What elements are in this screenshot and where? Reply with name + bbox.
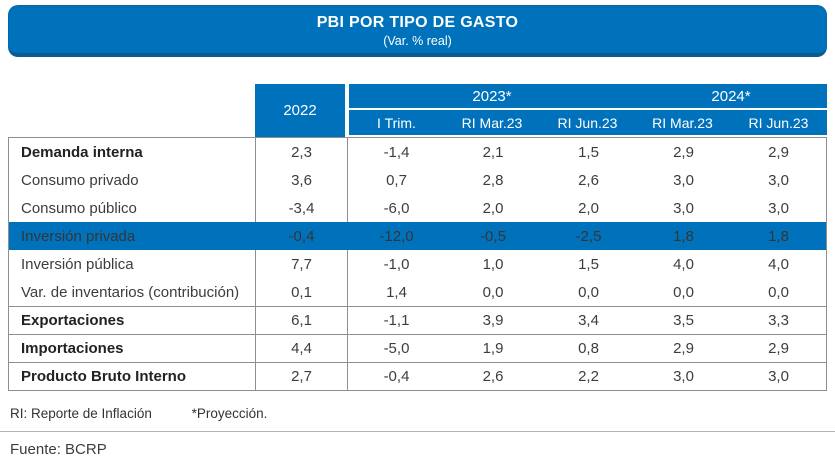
- cell: 3,0: [673, 368, 694, 385]
- cell: 3,0: [673, 199, 694, 217]
- cell: 2,9: [673, 143, 694, 161]
- cell: 2,8: [482, 171, 504, 189]
- col-header-itrim: I Trim.: [377, 114, 416, 131]
- table-body: Demanda interna 2,3 -1,4 2,1 1,5 2,9 2,9…: [8, 137, 827, 391]
- cell: 1,9: [482, 340, 504, 357]
- cell: 6,1: [256, 307, 348, 334]
- cell: -12,0: [379, 227, 414, 245]
- cell: 0,8: [578, 340, 599, 357]
- row-label: Demanda interna: [9, 138, 256, 166]
- cell: 3,0: [768, 368, 789, 385]
- row-label: Inversión pública: [9, 250, 256, 278]
- table-row-consumo-publico: Consumo público -3,4 -6,0 2,0 2,0 3,0 3,…: [9, 194, 826, 222]
- cell: -5,0: [383, 340, 410, 357]
- row-label: Inversión privada: [21, 227, 136, 245]
- page-title: PBI POR TIPO DE GASTO: [316, 14, 519, 31]
- row-label: Var. de inventarios (contribución): [9, 278, 256, 306]
- cell: 1,5: [578, 143, 599, 161]
- cell: 3,0: [673, 171, 694, 189]
- cell: 2,9: [768, 340, 789, 357]
- col-header-2023-rijun23: RI Jun.23: [557, 114, 618, 131]
- cell: 4,4: [256, 335, 348, 362]
- footnote-ri: RI: Reporte de Inflación: [10, 406, 152, 421]
- cell: -1,1: [383, 312, 410, 329]
- cell: -6,0: [383, 199, 410, 217]
- cell: 3,0: [768, 171, 789, 189]
- table-row-inversion-publica: Inversión pública 7,7 -1,0 1,0 1,5 4,0 4…: [9, 250, 826, 278]
- cell: 2,0: [578, 199, 599, 217]
- col-header-2022: 2022: [255, 84, 345, 137]
- cell: 0,0: [768, 283, 789, 301]
- col-header-2023-rimar23: RI Mar.23: [461, 114, 523, 131]
- year-row: 2023* 2024*: [349, 84, 827, 110]
- cell: -3,4: [256, 194, 348, 222]
- cell: -0,5: [480, 227, 506, 245]
- col-header-2024-rijun23: RI Jun.23: [748, 114, 809, 131]
- cell: 3,0: [768, 199, 789, 217]
- cell: 0,1: [256, 278, 348, 306]
- source-text: Fuente: BCRP: [10, 441, 107, 458]
- cell: 2,1: [482, 143, 504, 161]
- col-group-2023: 2023*: [472, 87, 512, 105]
- cell: -1,0: [383, 255, 410, 273]
- title-banner: PBI POR TIPO DE GASTO (Var. % real): [8, 5, 827, 57]
- cell: 1,8: [673, 227, 694, 245]
- table-header: 2022 2023* 2024* I Trim. RI Mar.23 RI Ju…: [255, 84, 827, 137]
- cell: 2,9: [673, 340, 694, 357]
- cell: 1,5: [578, 255, 599, 273]
- row-label: Consumo público: [9, 194, 256, 222]
- table-row-consumo-privado: Consumo privado 3,6 0,7 2,8 2,6 3,0 3,0: [9, 166, 826, 194]
- cell: 3,3: [768, 312, 789, 329]
- cell: 2,3: [256, 138, 348, 166]
- col-group-2024: 2024*: [711, 87, 751, 105]
- cell: 7,7: [256, 250, 348, 278]
- row-label: Consumo privado: [9, 166, 256, 194]
- cell: 2,2: [578, 368, 599, 385]
- table-row-producto-bruto-interno: Producto Bruto Interno 2,7 -0,4 2,6 2,2 …: [9, 362, 826, 390]
- table-row-importaciones: Importaciones 4,4 -5,0 1,9 0,8 2,9 2,9: [9, 334, 826, 362]
- table-row-inversion-privada-highlighted: Inversión privada -0,4 -12,0 -0,5 -2,5 1…: [9, 222, 826, 250]
- row-label: Importaciones: [9, 335, 256, 362]
- cell: 0,0: [578, 283, 599, 301]
- cell: -0,4: [383, 368, 410, 385]
- table-row-exportaciones: Exportaciones 6,1 -1,1 3,9 3,4 3,5 3,3: [9, 306, 826, 334]
- row-label: Producto Bruto Interno: [9, 363, 256, 390]
- cell: 2,6: [482, 368, 504, 385]
- cell: 0,0: [673, 283, 694, 301]
- row-label: Exportaciones: [9, 307, 256, 334]
- cell: 3,5: [673, 312, 694, 329]
- cell: 0,7: [386, 171, 407, 189]
- cell: 1,4: [386, 283, 407, 301]
- cell: 0,0: [482, 283, 504, 301]
- cell: 2,9: [768, 143, 789, 161]
- col-header-groups: 2023* 2024* I Trim. RI Mar.23 RI Jun.23 …: [349, 84, 827, 137]
- cell: -1,4: [383, 143, 410, 161]
- cell: 3,9: [482, 312, 504, 329]
- footnote-projection: *Proyección.: [191, 406, 268, 421]
- cell: 3,4: [578, 312, 599, 329]
- cell: 4,0: [768, 255, 789, 273]
- cell: 3,6: [256, 166, 348, 194]
- cell: -0,4: [288, 227, 315, 245]
- footnotes: RI: Reporte de Inflación *Proyección.: [10, 406, 835, 421]
- divider: [0, 431, 835, 432]
- cell: 2,6: [578, 171, 599, 189]
- cell: 1,8: [768, 227, 789, 245]
- cell: 2,0: [482, 199, 504, 217]
- table-row-demanda-interna: Demanda interna 2,3 -1,4 2,1 1,5 2,9 2,9: [9, 138, 826, 166]
- table-row-var-inventarios: Var. de inventarios (contribución) 0,1 1…: [9, 278, 826, 306]
- cell: 2,7: [256, 363, 348, 390]
- subheader-row: I Trim. RI Mar.23 RI Jun.23 RI Mar.23 RI…: [349, 110, 827, 135]
- col-header-2024-rimar23: RI Mar.23: [652, 114, 713, 131]
- page-subtitle: (Var. % real): [383, 34, 452, 48]
- cell: -2,5: [575, 227, 602, 245]
- cell: 1,0: [482, 255, 504, 273]
- cell: 4,0: [673, 255, 694, 273]
